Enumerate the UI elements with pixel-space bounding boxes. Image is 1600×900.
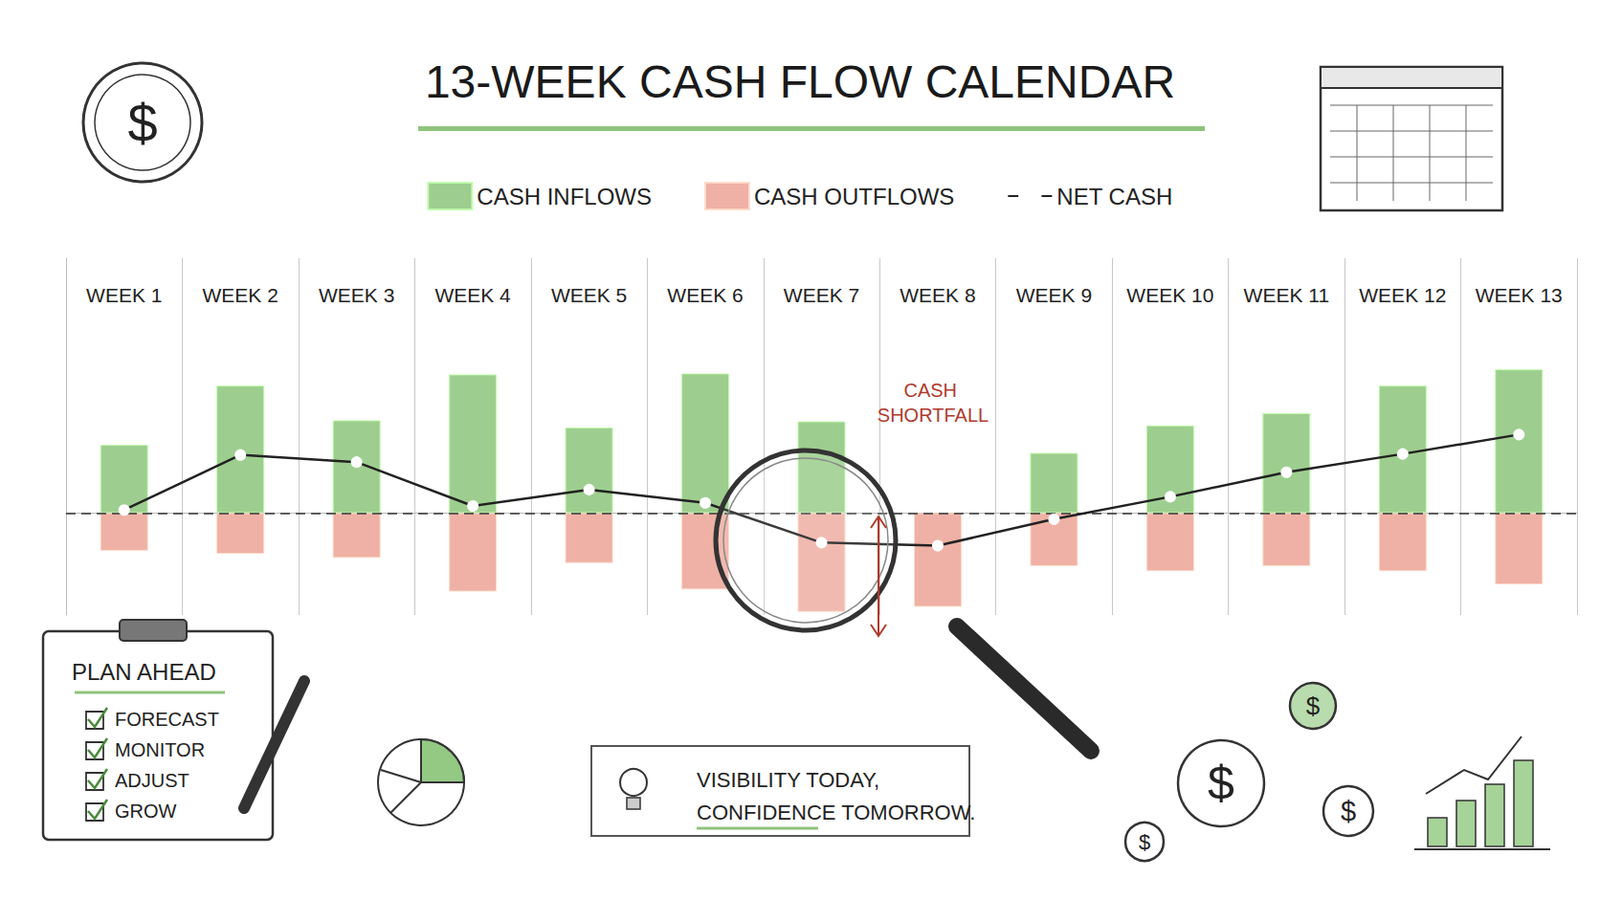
svg-text:GROW: GROW (114, 800, 178, 823)
svg-text:$: $ (1306, 691, 1321, 721)
svg-text:NET CASH: NET CASH (1056, 183, 1173, 210)
svg-text:VISIBILITY TODAY,: VISIBILITY TODAY, (696, 768, 880, 793)
svg-text:WEEK 6: WEEK 6 (666, 284, 743, 307)
svg-text:$: $ (1138, 830, 1151, 855)
svg-text:WEEK 8: WEEK 8 (899, 284, 976, 307)
svg-text:$: $ (1340, 796, 1356, 827)
svg-text:$: $ (127, 92, 157, 154)
svg-text:WEEK 13: WEEK 13 (1475, 284, 1563, 307)
svg-text:CONFIDENCE TOMORROW.: CONFIDENCE TOMORROW. (696, 800, 976, 825)
svg-text:WEEK 2: WEEK 2 (202, 284, 279, 307)
svg-text:CASH OUTFLOWS: CASH OUTFLOWS (754, 183, 955, 210)
svg-text:$: $ (1207, 756, 1235, 811)
svg-text:WEEK 11: WEEK 11 (1244, 284, 1330, 307)
svg-text:WEEK 12: WEEK 12 (1358, 284, 1446, 307)
svg-text:ADJUST: ADJUST (114, 770, 190, 792)
svg-text:FORECAST: FORECAST (114, 709, 220, 731)
svg-text:WEEK 10: WEEK 10 (1126, 284, 1214, 307)
svg-text:WEEK 3: WEEK 3 (318, 284, 395, 307)
svg-text:WEEK 9: WEEK 9 (1016, 284, 1092, 307)
svg-text:CASH INFLOWS: CASH INFLOWS (476, 183, 652, 210)
svg-text:SHORTFALL: SHORTFALL (877, 404, 989, 426)
svg-text:PLAN AHEAD: PLAN AHEAD (71, 659, 217, 686)
svg-text:WEEK 1: WEEK 1 (86, 284, 162, 307)
svg-text:WEEK 4: WEEK 4 (434, 284, 512, 307)
svg-text:CASH: CASH (903, 379, 962, 401)
svg-text:13-WEEK CASH FLOW CALENDAR: 13-WEEK CASH FLOW CALENDAR (424, 56, 1176, 108)
svg-text:MONITOR: MONITOR (114, 739, 205, 761)
svg-text:WEEK 5: WEEK 5 (551, 284, 627, 307)
svg-text:WEEK 7: WEEK 7 (783, 284, 860, 307)
